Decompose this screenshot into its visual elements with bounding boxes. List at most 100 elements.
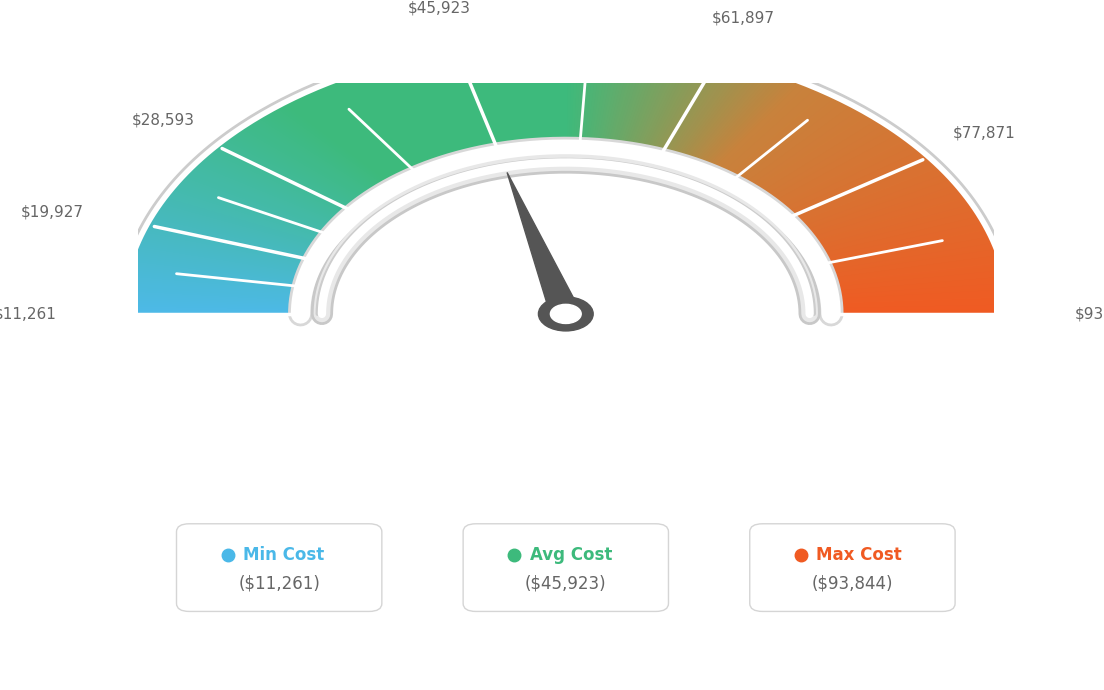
Wedge shape (807, 273, 1006, 293)
Wedge shape (269, 107, 404, 201)
FancyBboxPatch shape (750, 524, 955, 611)
Wedge shape (806, 264, 1004, 288)
Wedge shape (212, 145, 373, 222)
Wedge shape (724, 104, 858, 199)
Wedge shape (208, 148, 371, 224)
Wedge shape (657, 58, 736, 174)
Wedge shape (194, 160, 363, 230)
Wedge shape (144, 224, 336, 266)
Wedge shape (121, 303, 322, 309)
Wedge shape (137, 239, 331, 274)
Wedge shape (364, 67, 457, 179)
Wedge shape (755, 139, 913, 219)
Wedge shape (680, 70, 777, 181)
Wedge shape (799, 233, 992, 270)
Wedge shape (774, 170, 947, 236)
Wedge shape (775, 171, 948, 237)
Wedge shape (683, 72, 783, 181)
Wedge shape (701, 84, 816, 188)
Wedge shape (703, 86, 819, 189)
Wedge shape (804, 256, 1001, 283)
Wedge shape (399, 57, 476, 174)
Wedge shape (210, 146, 372, 223)
Wedge shape (805, 260, 1002, 286)
Wedge shape (796, 224, 988, 266)
Wedge shape (367, 66, 458, 179)
Wedge shape (587, 39, 607, 163)
Wedge shape (739, 119, 883, 208)
Wedge shape (808, 284, 1008, 299)
Wedge shape (765, 155, 932, 228)
Wedge shape (800, 237, 994, 273)
Wedge shape (694, 79, 804, 186)
Wedge shape (408, 55, 481, 172)
Wedge shape (503, 40, 533, 164)
Wedge shape (562, 38, 565, 163)
Wedge shape (798, 230, 991, 269)
Wedge shape (221, 138, 378, 218)
Wedge shape (581, 38, 597, 163)
Text: $77,871: $77,871 (953, 126, 1016, 141)
Wedge shape (325, 81, 435, 187)
Wedge shape (124, 282, 323, 297)
Wedge shape (594, 39, 622, 164)
Wedge shape (254, 115, 396, 206)
Wedge shape (797, 226, 989, 267)
Wedge shape (793, 214, 981, 260)
Wedge shape (181, 173, 355, 238)
Wedge shape (150, 214, 339, 260)
Wedge shape (808, 282, 1008, 297)
Wedge shape (575, 38, 586, 163)
Wedge shape (541, 38, 554, 163)
Wedge shape (376, 63, 464, 177)
Wedge shape (747, 130, 900, 214)
Wedge shape (730, 110, 868, 203)
Wedge shape (661, 59, 743, 175)
Wedge shape (615, 43, 659, 166)
Wedge shape (171, 185, 350, 244)
Wedge shape (771, 164, 942, 233)
Wedge shape (442, 48, 500, 168)
Wedge shape (809, 297, 1010, 306)
Wedge shape (386, 60, 469, 175)
Wedge shape (216, 141, 375, 220)
Wedge shape (792, 208, 978, 257)
Wedge shape (510, 39, 538, 164)
Wedge shape (198, 157, 365, 229)
Wedge shape (473, 43, 517, 166)
Wedge shape (788, 200, 973, 253)
Wedge shape (756, 141, 915, 220)
Wedge shape (319, 83, 432, 188)
Wedge shape (776, 173, 951, 238)
Wedge shape (809, 295, 1010, 304)
Wedge shape (138, 237, 331, 273)
Wedge shape (711, 92, 832, 193)
Wedge shape (729, 108, 866, 202)
Wedge shape (804, 252, 1000, 281)
Wedge shape (758, 145, 920, 222)
Wedge shape (744, 125, 892, 211)
Wedge shape (721, 101, 852, 198)
Wedge shape (305, 89, 424, 191)
Wedge shape (731, 111, 870, 204)
Wedge shape (795, 218, 985, 263)
Wedge shape (668, 63, 755, 177)
Wedge shape (531, 39, 549, 163)
Wedge shape (248, 119, 393, 208)
Wedge shape (351, 71, 450, 181)
Wedge shape (641, 51, 707, 170)
Wedge shape (749, 131, 902, 215)
Wedge shape (383, 61, 467, 176)
Wedge shape (455, 46, 507, 167)
Wedge shape (189, 166, 360, 234)
Wedge shape (160, 198, 344, 252)
Wedge shape (168, 188, 349, 246)
Wedge shape (373, 64, 461, 177)
Wedge shape (288, 97, 415, 196)
Wedge shape (620, 45, 670, 167)
Wedge shape (476, 43, 518, 166)
Wedge shape (761, 148, 924, 224)
Wedge shape (219, 139, 376, 219)
Wedge shape (570, 38, 576, 163)
Wedge shape (741, 121, 888, 209)
